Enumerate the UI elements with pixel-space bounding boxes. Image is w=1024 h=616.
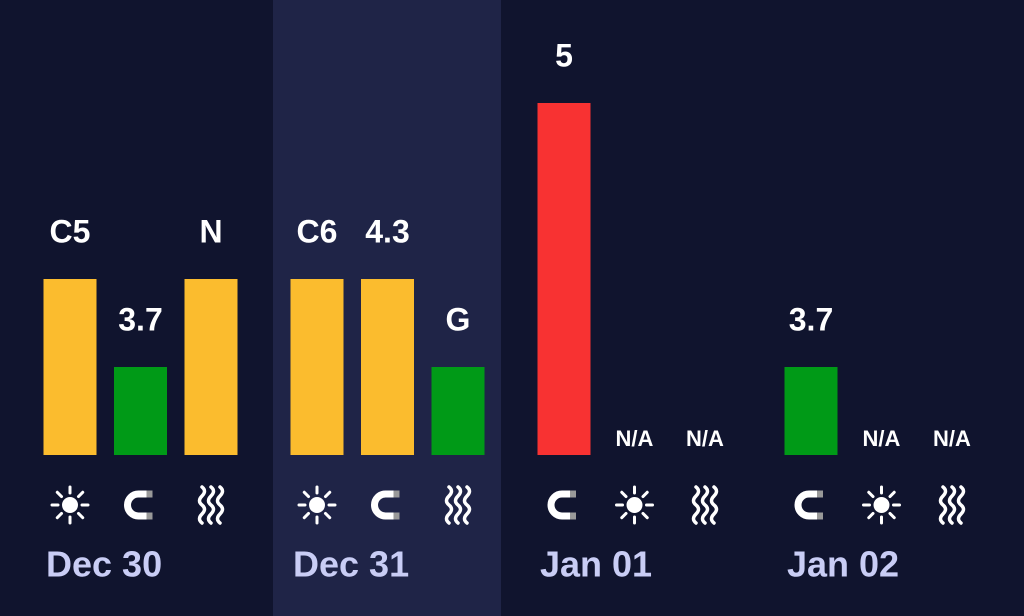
magnet-icon (124, 490, 153, 520)
waves-icon (938, 485, 966, 525)
bar (537, 103, 591, 455)
magnet-icon (371, 490, 400, 520)
waves-icon (197, 485, 225, 525)
sun-ray (323, 511, 332, 520)
bar-label: 5 (555, 37, 573, 73)
magnet-tip (146, 512, 153, 520)
bar (431, 367, 485, 455)
sun-ray (641, 511, 649, 520)
waves-icon (691, 485, 719, 525)
bar-label: N/A (616, 426, 654, 451)
day-date: Jan 02 (787, 544, 899, 585)
sun-ray (620, 511, 628, 520)
sun-ray (76, 511, 85, 520)
sun-ray (55, 511, 64, 520)
sun-ray (888, 511, 896, 520)
magnet-tip (570, 512, 576, 520)
bar-label: 3.7 (118, 301, 162, 337)
magnet-tip (393, 512, 400, 520)
magnet-body (371, 490, 396, 520)
bar (43, 279, 97, 455)
sun-icon (615, 485, 654, 525)
wave-line (197, 485, 207, 525)
bar-label: N/A (686, 426, 724, 451)
bar-label: 3.7 (789, 301, 833, 337)
sun-icon (50, 485, 90, 525)
bar (784, 367, 838, 455)
magnet-tip (146, 490, 153, 498)
sun-ray (302, 511, 311, 520)
day-date: Dec 31 (293, 544, 409, 585)
bar-label: 4.3 (365, 213, 409, 249)
magnet-tip (817, 490, 823, 498)
day-column: C6 4.3 G Dec 31 (290, 213, 485, 585)
sun-ray (867, 511, 875, 520)
wave-line (462, 485, 472, 525)
sun-ray (888, 490, 896, 499)
magnet-tip (393, 490, 400, 498)
sun-ray (641, 490, 649, 499)
wave-line (938, 485, 948, 525)
day-column: 3.7 N/A N/A Jan 02 (784, 301, 971, 585)
bar-label: C5 (50, 213, 91, 249)
magnet-icon (547, 490, 576, 520)
sun-ray (323, 490, 332, 499)
sun-icon (297, 485, 337, 525)
wave-line (700, 485, 710, 525)
sun-ray (620, 490, 628, 499)
wave-line (453, 485, 463, 525)
sun-ray (76, 490, 85, 499)
wave-line (709, 485, 719, 525)
magnet-icon (794, 490, 823, 520)
day-date: Dec 30 (46, 544, 162, 585)
wave-line (215, 485, 225, 525)
wave-line (206, 485, 216, 525)
bar-label: N/A (863, 426, 901, 451)
magnet-tip (570, 490, 576, 498)
bar (361, 279, 414, 455)
wave-line (956, 485, 966, 525)
wave-line (947, 485, 957, 525)
sun-ray (302, 490, 311, 499)
sun-icon (862, 485, 901, 525)
bar-label: C6 (297, 213, 338, 249)
bar (290, 279, 344, 455)
sun-core (309, 497, 325, 513)
magnet-body (547, 490, 572, 520)
day-date: Jan 01 (540, 544, 652, 585)
day-column: C5 3.7 N Dec 30 (43, 213, 238, 585)
day-column: 5 N/A N/A Jan 01 (537, 37, 724, 585)
sun-ray (867, 490, 875, 499)
bar (114, 367, 167, 455)
sun-core (62, 497, 78, 513)
bar-label: N/A (933, 426, 971, 451)
bar (184, 279, 238, 455)
waves-icon (444, 485, 472, 525)
sun-ray (55, 490, 64, 499)
magnet-body (124, 490, 149, 520)
wave-line (691, 485, 701, 525)
wave-line (444, 485, 454, 525)
sun-core (626, 497, 643, 513)
bar-label: N (199, 213, 222, 249)
sun-core (873, 497, 890, 513)
magnet-body (794, 490, 819, 520)
magnet-tip (817, 512, 823, 520)
bar-label: G (446, 301, 471, 337)
